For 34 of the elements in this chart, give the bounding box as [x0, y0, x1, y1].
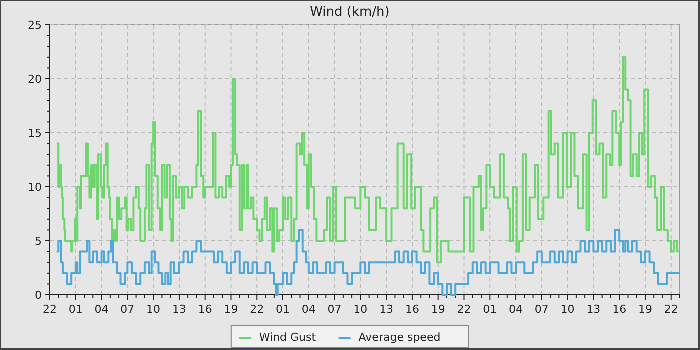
- x-tick-label: 22: [43, 303, 57, 316]
- x-tick-label: 16: [612, 303, 627, 316]
- x-tick-label: 01: [68, 303, 83, 316]
- x-tick-label: 13: [172, 303, 186, 316]
- y-tick-label: 25: [28, 19, 42, 32]
- x-tick-label: 16: [405, 303, 420, 316]
- x-tick-label: 22: [457, 303, 472, 316]
- chart-title: Wind (km/h): [310, 5, 390, 20]
- x-tick-label: 10: [560, 303, 575, 316]
- x-tick-label: 07: [328, 303, 342, 316]
- x-tick-label: 07: [120, 303, 135, 316]
- x-tick-label: 22: [664, 303, 678, 316]
- y-tick-label: 5: [35, 235, 42, 248]
- y-tick-label: 15: [28, 127, 42, 140]
- x-tick-label: 22: [250, 303, 264, 316]
- x-tick-label: 07: [534, 303, 549, 316]
- x-tick-label: 04: [94, 303, 109, 316]
- x-tick-label: 01: [483, 303, 498, 316]
- x-tick-label: 10: [146, 303, 161, 316]
- y-tick-label: 20: [28, 73, 42, 86]
- x-tick-label: 19: [638, 303, 652, 316]
- x-tick-label: 13: [586, 303, 601, 316]
- x-tick-label: 16: [198, 303, 212, 316]
- x-tick-label: 04: [302, 303, 316, 316]
- y-tick-label: 10: [28, 181, 42, 194]
- x-tick-label: 19: [224, 303, 238, 316]
- legend-label: Wind Gust: [259, 331, 317, 344]
- x-tick-label: 10: [354, 303, 368, 316]
- x-tick-label: 04: [509, 303, 524, 316]
- x-tick-label: 01: [276, 303, 290, 316]
- legend-label: Average speed: [358, 331, 441, 344]
- x-tick-label: 13: [380, 303, 394, 316]
- y-tick-label: 0: [35, 289, 42, 302]
- x-tick-label: 19: [431, 303, 446, 316]
